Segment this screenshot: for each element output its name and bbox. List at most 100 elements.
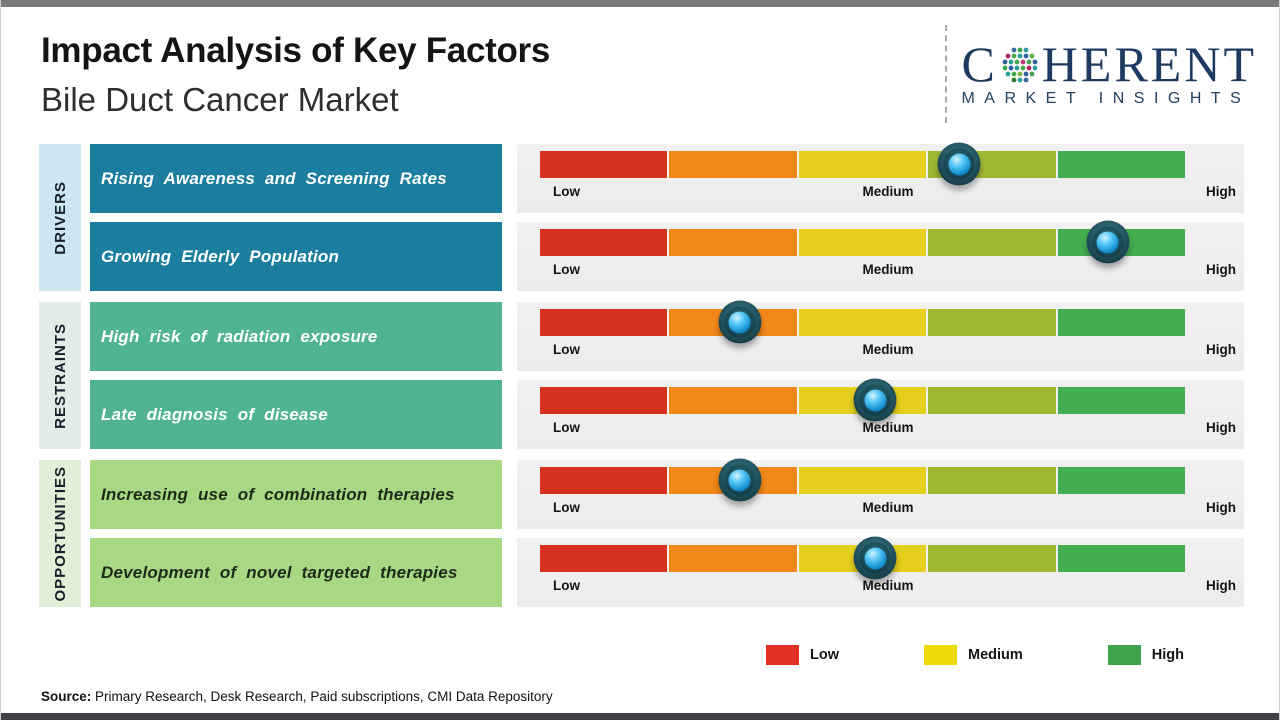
bar-segment	[540, 387, 668, 414]
bar-segment	[928, 387, 1056, 414]
scale-label-low: Low	[553, 578, 580, 593]
header: Impact Analysis of Key Factors Bile Duct…	[1, 7, 1279, 136]
impact-bar	[540, 220, 1186, 264]
bar-segment	[1057, 387, 1186, 414]
bar-segment	[1057, 309, 1186, 336]
source-label: Source:	[41, 689, 92, 704]
scale-labels: Low Medium High	[540, 414, 1236, 440]
scale-labels: Low Medium High	[540, 178, 1236, 204]
bar-segment	[928, 467, 1056, 494]
factor-row: Rising Awareness and Screening Rates Low…	[90, 142, 1244, 213]
bottom-border-bar	[1, 713, 1279, 720]
impact-bar-segments	[540, 467, 1186, 494]
impact-bar-segments	[540, 309, 1186, 336]
bar-segment	[798, 151, 927, 178]
source-note: Source: Primary Research, Desk Research,…	[41, 689, 1279, 704]
bar-segment	[798, 467, 927, 494]
factor-row: Increasing use of combination therapies …	[90, 458, 1244, 529]
factor-label: Development of novel targeted therapies	[101, 562, 458, 582]
brand-tagline: MARKET INSIGHTS	[961, 89, 1251, 107]
factor-row: Development of novel targeted therapies …	[90, 536, 1244, 607]
brand-letter-c: C	[961, 35, 998, 92]
scale-label-high: High	[1206, 342, 1236, 357]
impact-bar	[540, 378, 1186, 422]
section-strip: OPPORTUNITIES	[39, 460, 81, 607]
factor-label: Growing Elderly Population	[101, 246, 340, 266]
factor-label: Increasing use of combination therapies	[101, 484, 455, 504]
impact-bar	[540, 458, 1186, 502]
factor-row: Growing Elderly Population Low Medium Hi…	[90, 220, 1244, 291]
impact-bar	[540, 142, 1186, 186]
scale-label-medium: Medium	[862, 500, 914, 515]
bar-segment	[540, 151, 668, 178]
brand-wordmark: C HERENT	[961, 35, 1257, 92]
section-label: RESTRAINTS	[51, 322, 69, 429]
section-strip: DRIVERS	[39, 144, 81, 291]
bar-segment	[540, 229, 668, 256]
legend-swatch	[924, 645, 957, 665]
impact-marker-icon	[853, 378, 897, 422]
legend-swatch	[1107, 645, 1141, 665]
impact-marker-icon	[718, 300, 762, 344]
factor-box: High risk of radiation exposure	[90, 302, 502, 371]
bar-segment	[928, 545, 1056, 572]
bar-segment	[1057, 545, 1186, 572]
factor-label: Late diagnosis of disease	[101, 404, 328, 424]
factor-row: High risk of radiation exposure Low Medi…	[90, 300, 1244, 371]
impact-scale-panel: Low Medium High	[517, 142, 1244, 213]
bar-segment	[1057, 151, 1186, 178]
bar-segment	[669, 545, 797, 572]
page-subtitle: Bile Duct Cancer Market	[41, 81, 399, 118]
impact-scale-panel: Low Medium High	[517, 378, 1244, 449]
impact-matrix: DRIVERS Rising Awareness and Screening R…	[39, 142, 1244, 607]
scale-labels: Low Medium High	[540, 336, 1236, 362]
legend-item: Medium	[924, 645, 1023, 665]
bar-segment	[1057, 467, 1186, 494]
factor-box: Rising Awareness and Screening Rates	[90, 144, 502, 213]
scale-label-high: High	[1206, 420, 1236, 435]
impact-bar-segments	[540, 545, 1186, 572]
factor-box: Development of novel targeted therapies	[90, 538, 502, 607]
page-title: Impact Analysis of Key Factors	[41, 31, 551, 70]
bar-segment	[669, 229, 797, 256]
legend-label: High	[1151, 647, 1184, 663]
scale-label-low: Low	[553, 420, 580, 435]
impact-bar-segments	[540, 151, 1186, 178]
bar-segment	[540, 309, 668, 336]
bar-segment	[540, 467, 668, 494]
scale-label-medium: Medium	[862, 262, 914, 277]
impact-marker-icon	[853, 536, 897, 580]
scale-labels: Low Medium High	[540, 256, 1236, 282]
impact-bar	[540, 536, 1186, 580]
factor-label: Rising Awareness and Screening Rates	[101, 168, 447, 188]
scale-label-high: High	[1206, 184, 1236, 199]
legend-label: Low	[810, 647, 839, 663]
brand-logo: C HERENT MARKET INSIGHTS	[945, 25, 1261, 123]
factor-row: Late diagnosis of disease Low Medium Hig…	[90, 378, 1244, 449]
globe-dots-icon	[999, 44, 1041, 86]
section-label: DRIVERS	[51, 180, 69, 255]
section-rows: Increasing use of combination therapies …	[90, 458, 1244, 607]
section-strip: RESTRAINTS	[39, 302, 81, 449]
legend-item: Low	[766, 645, 839, 665]
bar-segment	[669, 387, 797, 414]
section-rows: Rising Awareness and Screening Rates Low…	[90, 142, 1244, 291]
bar-segment	[798, 229, 927, 256]
impact-scale-panel: Low Medium High	[517, 300, 1244, 371]
scale-labels: Low Medium High	[540, 494, 1236, 520]
factor-box: Growing Elderly Population	[90, 222, 502, 291]
brand-letters-rest: HERENT	[1041, 35, 1257, 92]
impact-section: OPPORTUNITIES Increasing use of combinat…	[39, 458, 1244, 607]
factor-box: Late diagnosis of disease	[90, 380, 502, 449]
bar-segment	[669, 151, 797, 178]
impact-marker-icon	[1086, 220, 1130, 264]
impact-marker-icon	[937, 142, 981, 186]
scale-label-high: High	[1206, 262, 1236, 277]
scale-label-high: High	[1206, 578, 1236, 593]
source-text: Primary Research, Desk Research, Paid su…	[91, 689, 553, 704]
factor-label: High risk of radiation exposure	[101, 326, 378, 346]
scale-labels: Low Medium High	[540, 572, 1236, 598]
scale-label-medium: Medium	[862, 578, 914, 593]
bar-segment	[798, 309, 927, 336]
impact-bar	[540, 300, 1186, 344]
